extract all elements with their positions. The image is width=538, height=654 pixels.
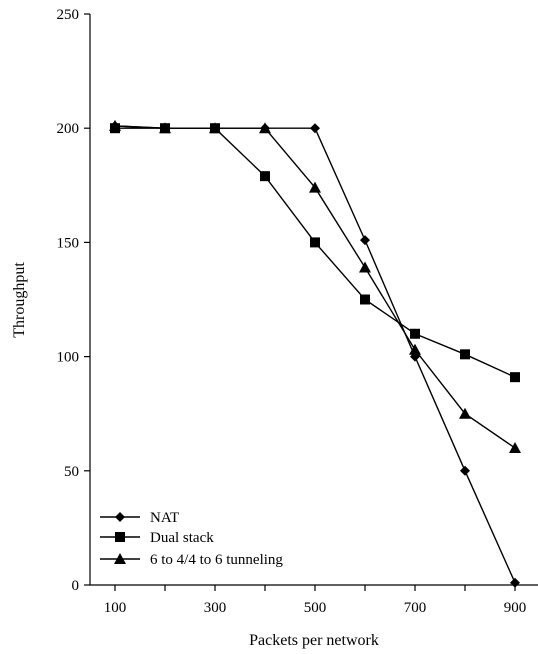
y-tick-label: 200	[57, 121, 80, 137]
legend-item-nat: NAT	[100, 510, 179, 526]
data-point-diamond	[510, 577, 520, 588]
legend-marker-triangle	[114, 553, 126, 564]
data-point-square	[360, 294, 370, 305]
x-tick-label: 500	[304, 600, 327, 616]
data-point-diamond	[360, 235, 370, 246]
legend-label: Dual stack	[150, 530, 214, 546]
data-point-triangle	[359, 261, 371, 273]
axes	[89, 14, 538, 586]
x-tick-label: 300	[204, 600, 227, 616]
data-point-square	[310, 237, 320, 248]
series-6-to-4-4-to-6-tunneling	[109, 119, 521, 453]
data-point-square	[410, 328, 420, 339]
x-tick-label: 100	[104, 600, 127, 616]
data-point-triangle	[409, 343, 421, 355]
series-dual-stack	[110, 123, 520, 383]
legend-item-6-to-4-4-to-6-tunneling: 6 to 4/4 to 6 tunneling	[100, 552, 283, 568]
data-point-triangle	[509, 441, 521, 453]
data-point-triangle	[159, 122, 171, 134]
data-point-diamond	[460, 465, 470, 476]
data-point-triangle	[209, 122, 221, 134]
series-layer	[109, 119, 521, 588]
legend: NAT Dual stack 6 to 4/4 to 6 tunneling	[100, 510, 283, 568]
x-ticks: 100 300 500 700 900	[104, 585, 527, 616]
legend-label: 6 to 4/4 to 6 tunneling	[150, 552, 283, 568]
y-tick-label: 0	[72, 578, 80, 594]
data-point-triangle	[109, 119, 121, 131]
y-tick-label: 100	[57, 350, 80, 366]
data-point-triangle	[259, 122, 271, 134]
legend-marker-diamond	[115, 512, 125, 522]
data-point-square	[260, 171, 270, 182]
x-tick-label: 700	[404, 600, 427, 616]
legend-label: NAT	[150, 510, 179, 526]
x-tick-label: 900	[504, 600, 527, 616]
data-point-triangle	[459, 407, 471, 419]
x-axis-title: Packets per network	[249, 632, 379, 649]
y-ticks: 0 50 100 150 200 250	[57, 7, 90, 594]
y-tick-label: 50	[64, 464, 79, 480]
y-tick-label: 250	[57, 7, 80, 23]
data-point-square	[510, 372, 520, 383]
y-tick-label: 150	[57, 235, 80, 251]
data-point-square	[460, 349, 470, 360]
data-point-triangle	[309, 181, 321, 193]
series-line	[115, 127, 516, 378]
legend-marker-square	[115, 532, 125, 542]
legend-item-dual-stack: Dual stack	[100, 530, 214, 546]
series-line	[114, 125, 516, 449]
data-point-diamond	[310, 123, 320, 134]
y-axis-title: Throughput	[11, 262, 28, 338]
